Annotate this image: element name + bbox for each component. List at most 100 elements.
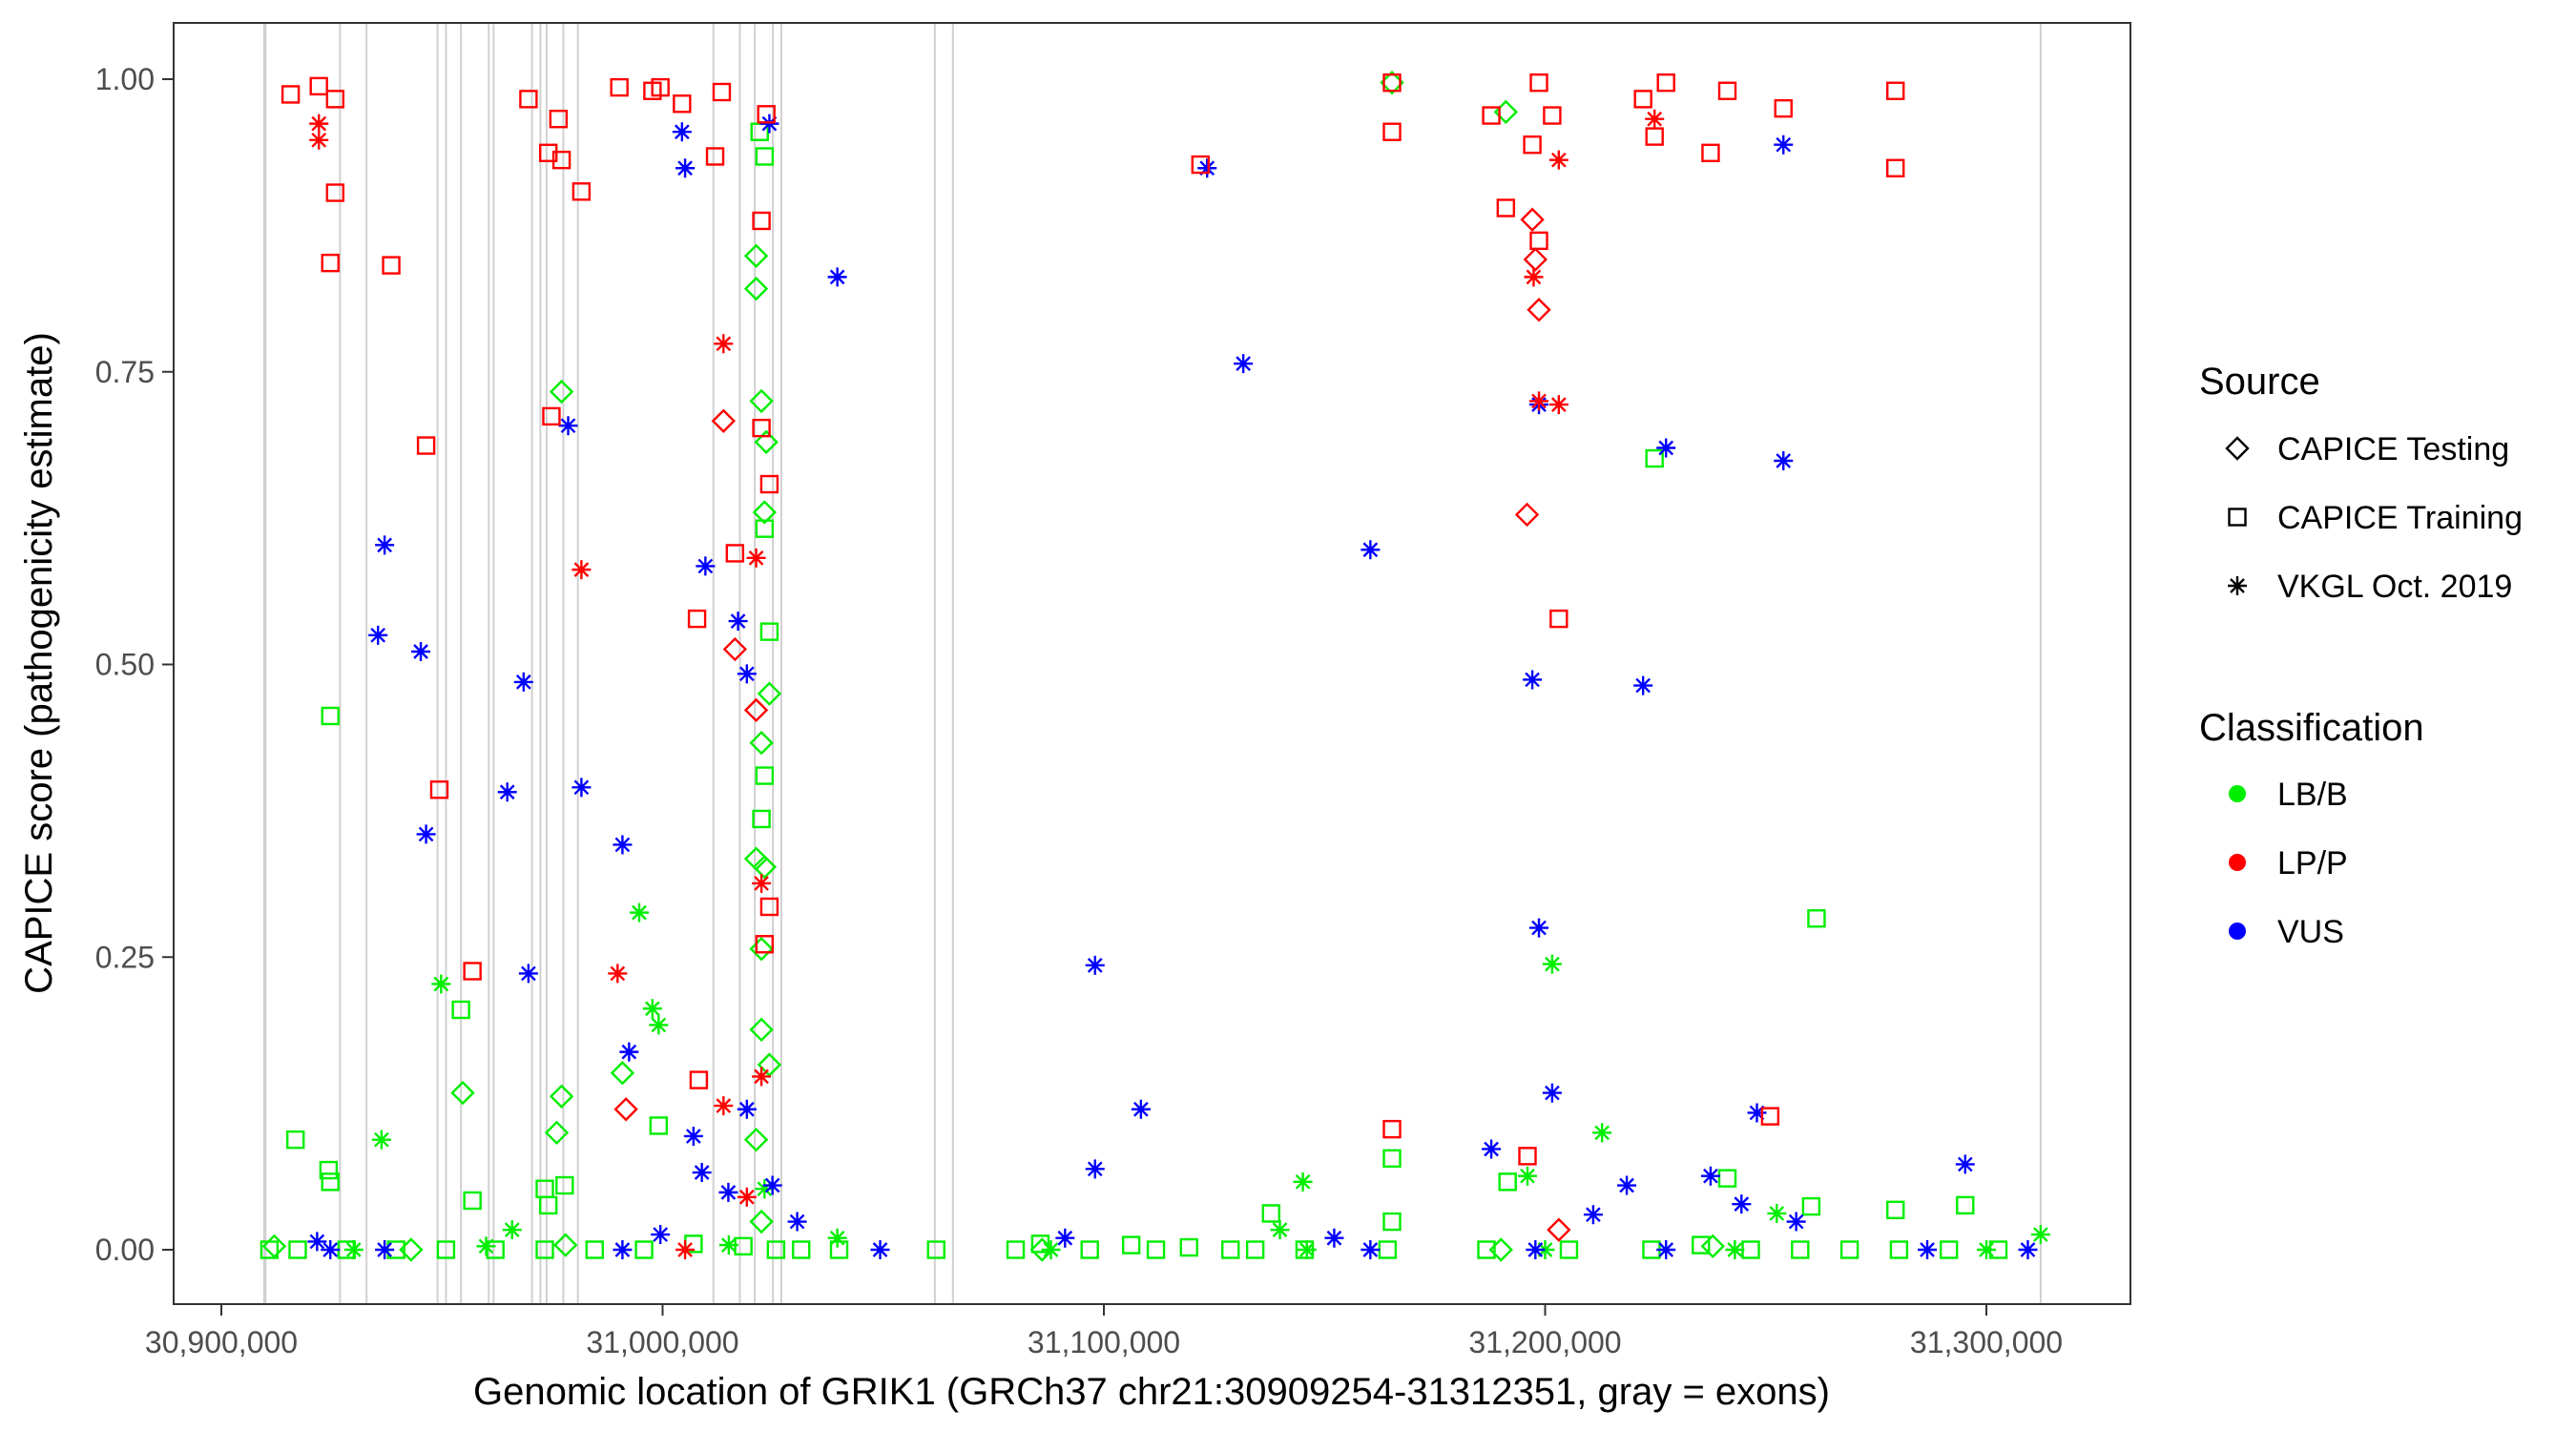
data-point	[1656, 438, 1676, 458]
data-point	[675, 158, 696, 178]
data-point	[497, 782, 517, 802]
data-point	[610, 77, 629, 97]
data-point	[613, 1097, 638, 1122]
data-point	[649, 1015, 669, 1035]
data-point	[608, 964, 628, 984]
data-point	[1760, 1107, 1780, 1126]
data-point	[749, 1209, 774, 1234]
data-point	[502, 1220, 522, 1240]
x-tick-label: 30,900,000	[145, 1325, 298, 1359]
data-point	[1700, 1166, 1720, 1186]
data-point	[787, 1212, 807, 1232]
data-point	[610, 1061, 635, 1086]
x-axis: 30,900,000 31,000,000 31,100,000 31,200,000…	[145, 1304, 2063, 1359]
data-point	[2018, 1240, 2038, 1259]
data-point	[1583, 1205, 1603, 1225]
data-point	[558, 416, 578, 436]
data-point	[549, 379, 574, 404]
data-point	[325, 183, 345, 202]
data-point	[1774, 135, 1794, 155]
data-point	[549, 1084, 574, 1109]
data-point	[870, 1240, 890, 1259]
data-point	[672, 122, 692, 142]
data-point	[749, 388, 774, 414]
data-point	[399, 1237, 424, 1262]
data-point	[1725, 1240, 1745, 1259]
data-point	[827, 267, 847, 287]
data-point	[1774, 451, 1794, 471]
data-point	[705, 147, 725, 166]
legend-classification-title: Classification	[2199, 707, 2424, 749]
data-point	[737, 664, 757, 684]
data-point	[1526, 1240, 1546, 1259]
data-point	[571, 778, 592, 798]
data-point	[1955, 1154, 1975, 1174]
exon-lines	[262, 23, 2042, 1304]
x-tick-label: 31,200,000	[1468, 1325, 1621, 1359]
legend-class-label: LP/P	[2277, 845, 2348, 881]
data-point	[325, 90, 345, 109]
data-point	[1548, 150, 1568, 170]
data-point	[743, 697, 769, 723]
data-point	[1146, 1240, 1166, 1259]
data-point	[675, 1240, 696, 1259]
data-point	[1701, 143, 1720, 163]
legend-dot-icon	[2229, 785, 2246, 802]
data-point	[759, 114, 779, 134]
data-point	[411, 642, 431, 662]
y-axis: 0.00 0.25 0.50 0.75 1.00	[95, 62, 174, 1267]
data-point	[759, 474, 779, 494]
data-point	[743, 243, 769, 268]
data-point	[1977, 1240, 1996, 1259]
data-point	[463, 1191, 482, 1211]
data-point	[1498, 1172, 1517, 1192]
data-point	[513, 672, 533, 692]
y-tick-label: 1.00	[95, 62, 155, 96]
data-point	[519, 90, 538, 109]
data-point	[752, 211, 771, 231]
data-point	[1382, 122, 1402, 141]
data-point	[737, 1187, 757, 1207]
data-point	[1717, 81, 1737, 100]
data-point	[1482, 1139, 1502, 1159]
legend-class-label: VUS	[2277, 914, 2344, 950]
data-point	[651, 77, 670, 97]
data-point	[743, 276, 769, 301]
data-point	[1543, 106, 1562, 125]
data-point	[1886, 81, 1905, 100]
data-point	[683, 1126, 703, 1146]
data-point	[743, 1127, 769, 1152]
data-point	[416, 436, 436, 455]
data-point	[309, 114, 329, 134]
data-point	[1006, 1240, 1026, 1259]
data-point	[518, 964, 538, 984]
data-point	[1293, 1172, 1313, 1192]
data-point	[436, 1240, 456, 1259]
data-point	[261, 1234, 287, 1259]
data-point	[1535, 1240, 1555, 1259]
data-point	[1732, 1194, 1752, 1214]
data-point	[692, 1163, 712, 1183]
data-point	[1791, 1240, 1810, 1259]
y-tick-label: 0.25	[95, 940, 155, 974]
data-point	[737, 1099, 757, 1119]
data-point	[1529, 918, 1549, 938]
data-point	[382, 256, 401, 275]
data-point	[1529, 231, 1548, 251]
data-point	[1801, 1196, 1821, 1216]
plot-panel-background	[174, 23, 2130, 1304]
data-point	[1482, 106, 1501, 125]
data-point	[725, 544, 745, 563]
data-point	[619, 1042, 639, 1062]
data-point	[450, 1080, 475, 1106]
legend-diamond-icon	[2225, 436, 2250, 461]
data-point	[1382, 73, 1402, 93]
data-point	[309, 130, 329, 150]
data-point	[343, 1240, 364, 1259]
data-point	[1361, 1240, 1381, 1259]
data-point	[553, 1233, 578, 1257]
data-point	[431, 974, 451, 994]
data-point	[714, 1096, 734, 1116]
data-point	[752, 809, 771, 829]
data-point	[1030, 1234, 1050, 1254]
